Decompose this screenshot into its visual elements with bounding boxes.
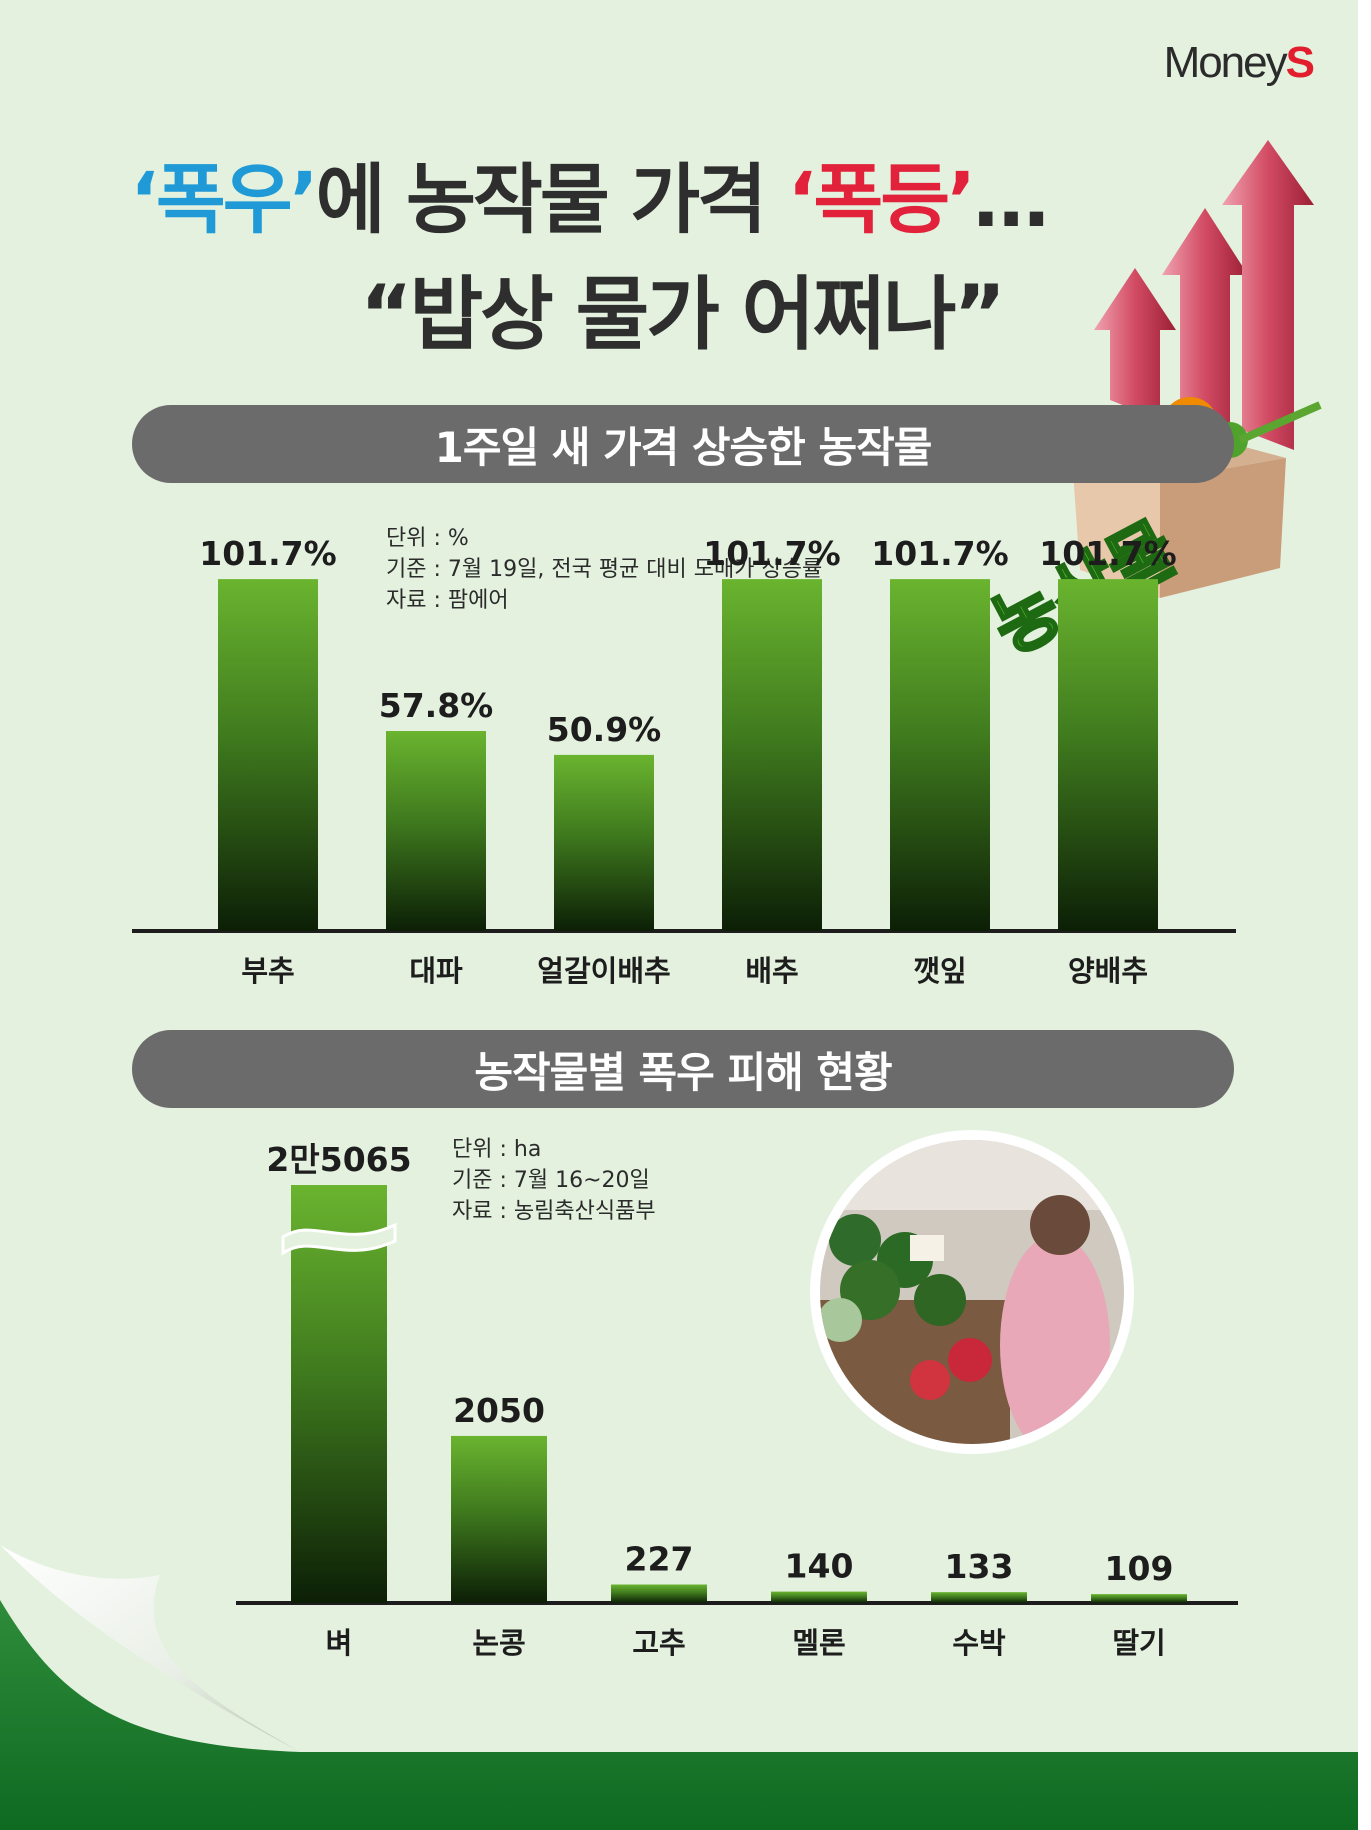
damage-chart-notes: 단위 : ha 기준 : 7월 16~20일 자료 : 농림축산식품부 <box>452 1134 656 1227</box>
headline-line-2: “밥상 물가 어쩌나” <box>360 268 1006 361</box>
category-label: 양배추 <box>1068 954 1148 988</box>
category-label: 논콩 <box>472 1626 525 1660</box>
bar-대파 <box>386 731 486 931</box>
value-label: 101.7% <box>1039 534 1176 573</box>
value-label: 50.9% <box>547 710 662 749</box>
moneys-logo: MoneyS <box>1163 38 1315 88</box>
bar-배추 <box>722 579 822 931</box>
category-label: 부추 <box>241 954 294 988</box>
bar-논콩 <box>451 1435 547 1603</box>
category-label: 딸기 <box>1112 1626 1165 1660</box>
headline-segment: … <box>973 155 1049 244</box>
category-label: 배추 <box>745 954 798 988</box>
bar-딸기 <box>1091 1594 1187 1603</box>
headline-segment: 에 농작물 가격 <box>315 155 788 244</box>
category-label: 벼 <box>326 1626 353 1660</box>
page-edge <box>1358 0 1371 1830</box>
section-banner-price: 1주일 새 가격 상승한 농작물 <box>132 405 1234 483</box>
headline-segment: ‘폭등’ <box>787 155 977 244</box>
value-label: 140 <box>785 1547 854 1586</box>
market-photo <box>810 1130 1134 1454</box>
value-label: 2만5065 <box>266 1140 411 1179</box>
arrow-icon <box>1094 268 1176 420</box>
bar-벼 <box>291 1185 387 1603</box>
category-label: 대파 <box>409 954 463 988</box>
value-label: 2050 <box>453 1391 545 1430</box>
bar-부추 <box>218 579 318 931</box>
category-label: 고추 <box>632 1626 685 1660</box>
category-label: 얼갈이배추 <box>537 954 670 988</box>
category-label: 깻잎 <box>913 954 966 988</box>
arrow-icon <box>1222 140 1314 450</box>
green-bottom-band <box>0 1600 1371 1830</box>
headline-segment: ‘폭우’ <box>130 155 319 244</box>
note-basis: 기준 : 7월 19일, 전국 평균 대비 도매가 상승률 <box>386 557 823 582</box>
value-label: 109 <box>1105 1549 1174 1588</box>
page-curl <box>0 1545 300 1752</box>
bar-멜론 <box>771 1591 867 1603</box>
note-unit: 단위 : ha <box>452 1137 542 1162</box>
headline-line-1: ‘폭우’에 농작물 가격 ‘폭등’… <box>130 138 1049 248</box>
value-label: 57.8% <box>379 686 494 725</box>
value-label: 101.7% <box>703 534 840 573</box>
arrow-icon <box>1162 208 1248 440</box>
note-unit: 단위 : % <box>386 526 469 551</box>
category-label: 멜론 <box>792 1626 845 1660</box>
category-label: 수박 <box>952 1626 1006 1660</box>
bar-얼갈이배추 <box>554 754 654 931</box>
bar-양배추 <box>1058 579 1158 931</box>
value-label: 133 <box>945 1547 1014 1586</box>
logo-text: Money <box>1163 38 1288 87</box>
value-label: 227 <box>625 1539 694 1578</box>
value-label: 101.7% <box>199 534 336 573</box>
logo-accent: S <box>1285 38 1315 87</box>
bar-수박 <box>931 1592 1027 1603</box>
value-label: 101.7% <box>871 534 1008 573</box>
section-banner-damage: 농작물별 폭우 피해 현황 <box>132 1030 1234 1108</box>
note-basis: 기준 : 7월 16~20일 <box>452 1168 650 1193</box>
note-source: 자료 : 농림축산식품부 <box>452 1199 656 1224</box>
price-chart-notes: 단위 : % 기준 : 7월 19일, 전국 평균 대비 도매가 상승률 자료 … <box>386 523 822 616</box>
axis-break-mark <box>281 1222 397 1256</box>
bar-고추 <box>611 1584 707 1603</box>
bar-깻잎 <box>890 579 990 931</box>
note-source: 자료 : 팜에어 <box>386 588 509 613</box>
